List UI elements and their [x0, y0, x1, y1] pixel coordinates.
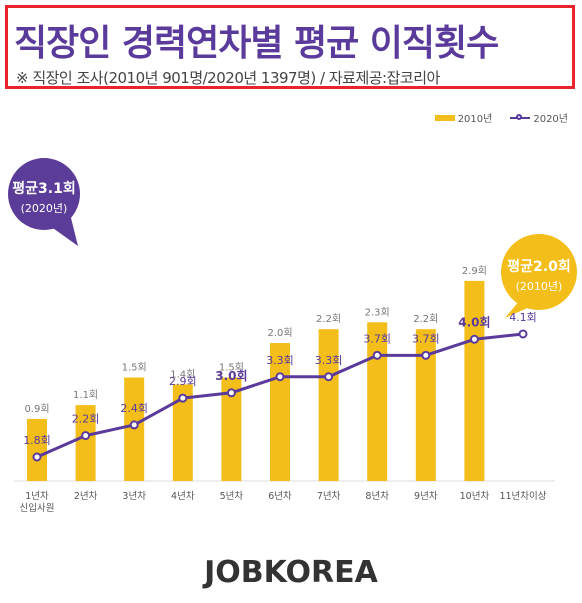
point-2020	[129, 420, 139, 430]
bar-2010	[464, 280, 485, 481]
x-tick-label: 1년차	[25, 490, 49, 502]
chart-subtitle: ※ 직장인 조사(2010년 901명/2020년 1397명) / 자료제공:…	[16, 69, 440, 87]
bar-2010	[27, 418, 47, 481]
legend-label-2020: 2020년	[533, 114, 568, 125]
bar-label-2010: 1.4회	[170, 368, 195, 380]
bar-label-2010: 0.9회	[24, 403, 49, 415]
bar-2010	[75, 405, 96, 481]
bar-2010	[318, 329, 339, 481]
point-label-2020: 3.7회	[363, 332, 391, 345]
x-tick-label: 4년차	[171, 490, 195, 502]
bar-2010	[172, 384, 193, 481]
x-tick-label: 11년차이상	[499, 490, 546, 502]
bar-label-2010: 2.3회	[365, 306, 390, 318]
legend: 2010년 2020년	[434, 110, 568, 125]
point-label-2020: 2.4회	[120, 402, 148, 415]
point-2020	[372, 350, 382, 360]
point-2020	[32, 452, 42, 462]
point-2020	[324, 372, 334, 382]
point-label-2020: 4.0회	[458, 314, 490, 329]
bar-label-2010: 1.5회	[122, 362, 147, 374]
bar-label-2010: 2.9회	[462, 265, 487, 277]
x-tick-label: 8년차	[365, 490, 389, 502]
point-label-2020: 2.9회	[169, 375, 197, 388]
point-2020	[275, 372, 285, 382]
point-2020	[226, 388, 236, 398]
x-tick-label: 7년차	[317, 490, 341, 502]
point-label-2020: 3.3회	[266, 354, 294, 367]
point-label-2020: 3.7회	[412, 332, 440, 345]
bar-2010	[367, 322, 388, 481]
legend-bar-swatch	[434, 114, 455, 121]
bar-label-2010: 1.5회	[219, 362, 244, 374]
point-label-2020: 4.1회	[509, 311, 537, 324]
bubble-avg-2020: 평균3.1회 (2020년)	[8, 158, 80, 246]
point-2020	[469, 334, 479, 344]
point-label-2020: 2.2회	[72, 413, 100, 426]
bar-2010	[221, 377, 242, 481]
x-tick-label: 신입사원	[20, 502, 55, 514]
title-box: 직장인 경력연차별 평균 이직횟수 ※ 직장인 조사(2010년 901명/20…	[5, 5, 575, 89]
bubble-avg-2010-title: 평균2.0회	[507, 258, 570, 275]
bar-label-2010: 1.1회	[73, 389, 98, 401]
x-tick-label: 5년차	[220, 490, 244, 502]
bubble-avg-2020-title: 평균3.1회	[12, 180, 75, 197]
point-2020	[178, 393, 188, 403]
point-label-2020: 3.0회	[215, 368, 247, 383]
x-tick-label: 9년차	[414, 490, 438, 502]
x-tick-label: 6년차	[268, 490, 292, 502]
bar-label-2010: 2.2회	[316, 313, 341, 325]
bubble-avg-2020-sub: (2020년)	[21, 202, 68, 215]
point-label-2020: 1.8회	[23, 434, 51, 447]
x-tick-label: 3년차	[122, 490, 146, 502]
point-2020	[421, 350, 431, 360]
point-2020	[81, 431, 91, 441]
x-tick-label: 10년차	[460, 490, 490, 502]
legend-label-2010: 2010년	[457, 114, 493, 125]
bar-label-2010: 2.2회	[413, 313, 438, 325]
jobkorea-logo: JOBKOREA	[204, 555, 378, 590]
bar-2010	[415, 329, 436, 481]
legend-item-2020: 2020년	[510, 110, 568, 125]
bubble-avg-2010-sub: (2010년)	[516, 280, 563, 293]
legend-line-swatch	[510, 113, 531, 120]
legend-item-2010: 2010년	[434, 110, 493, 125]
point-2020	[518, 329, 528, 339]
bubble-avg-2010: 평균2.0회 (2010년)	[501, 234, 577, 318]
point-label-2020: 3.3회	[315, 354, 343, 367]
chart-title: 직장인 경력연차별 평균 이직횟수	[14, 23, 499, 64]
bar-label-2010: 2.0회	[267, 327, 292, 339]
x-tick-label: 2년차	[74, 490, 98, 502]
